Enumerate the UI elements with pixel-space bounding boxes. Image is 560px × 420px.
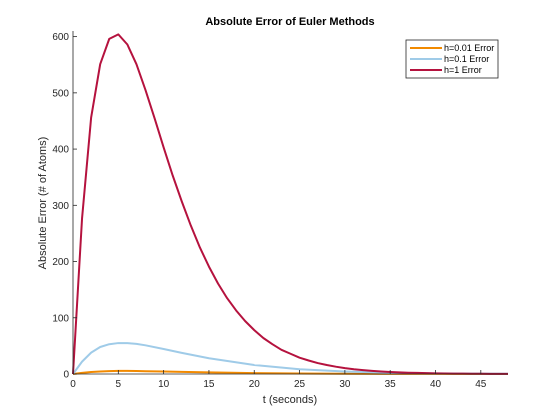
x-tick-label: 0 bbox=[70, 379, 76, 390]
x-tick-label: 40 bbox=[430, 379, 442, 390]
y-tick-label: 500 bbox=[52, 88, 69, 99]
x-tick-label: 25 bbox=[294, 379, 306, 390]
series-line-2 bbox=[72, 342, 509, 375]
x-tick-label: 45 bbox=[475, 379, 487, 390]
legend-label: h=1 Error bbox=[444, 65, 482, 75]
plot-area bbox=[73, 31, 508, 374]
y-tick-label: 600 bbox=[52, 32, 69, 43]
y-tick-label: 200 bbox=[52, 257, 69, 268]
y-tick-label: 400 bbox=[52, 145, 69, 156]
x-tick-label: 35 bbox=[385, 379, 397, 390]
x-tick-label: 5 bbox=[116, 379, 122, 390]
chart-title: Absolute Error of Euler Methods bbox=[205, 16, 374, 28]
y-tick-label: 0 bbox=[63, 370, 69, 381]
x-axis-label: t (seconds) bbox=[263, 394, 317, 406]
y-tick-label: 100 bbox=[52, 313, 69, 324]
x-tick-label: 20 bbox=[249, 379, 261, 390]
y-axis-label: Absolute Error (# of Atoms) bbox=[37, 137, 49, 270]
x-tick-label: 15 bbox=[203, 379, 215, 390]
legend-label: h=0.01 Error bbox=[444, 43, 494, 53]
x-tick-label: 30 bbox=[339, 379, 351, 390]
x-tick-label: 10 bbox=[158, 379, 170, 390]
legend-label: h=0.1 Error bbox=[444, 54, 489, 64]
y-tick-label: 300 bbox=[52, 201, 69, 212]
